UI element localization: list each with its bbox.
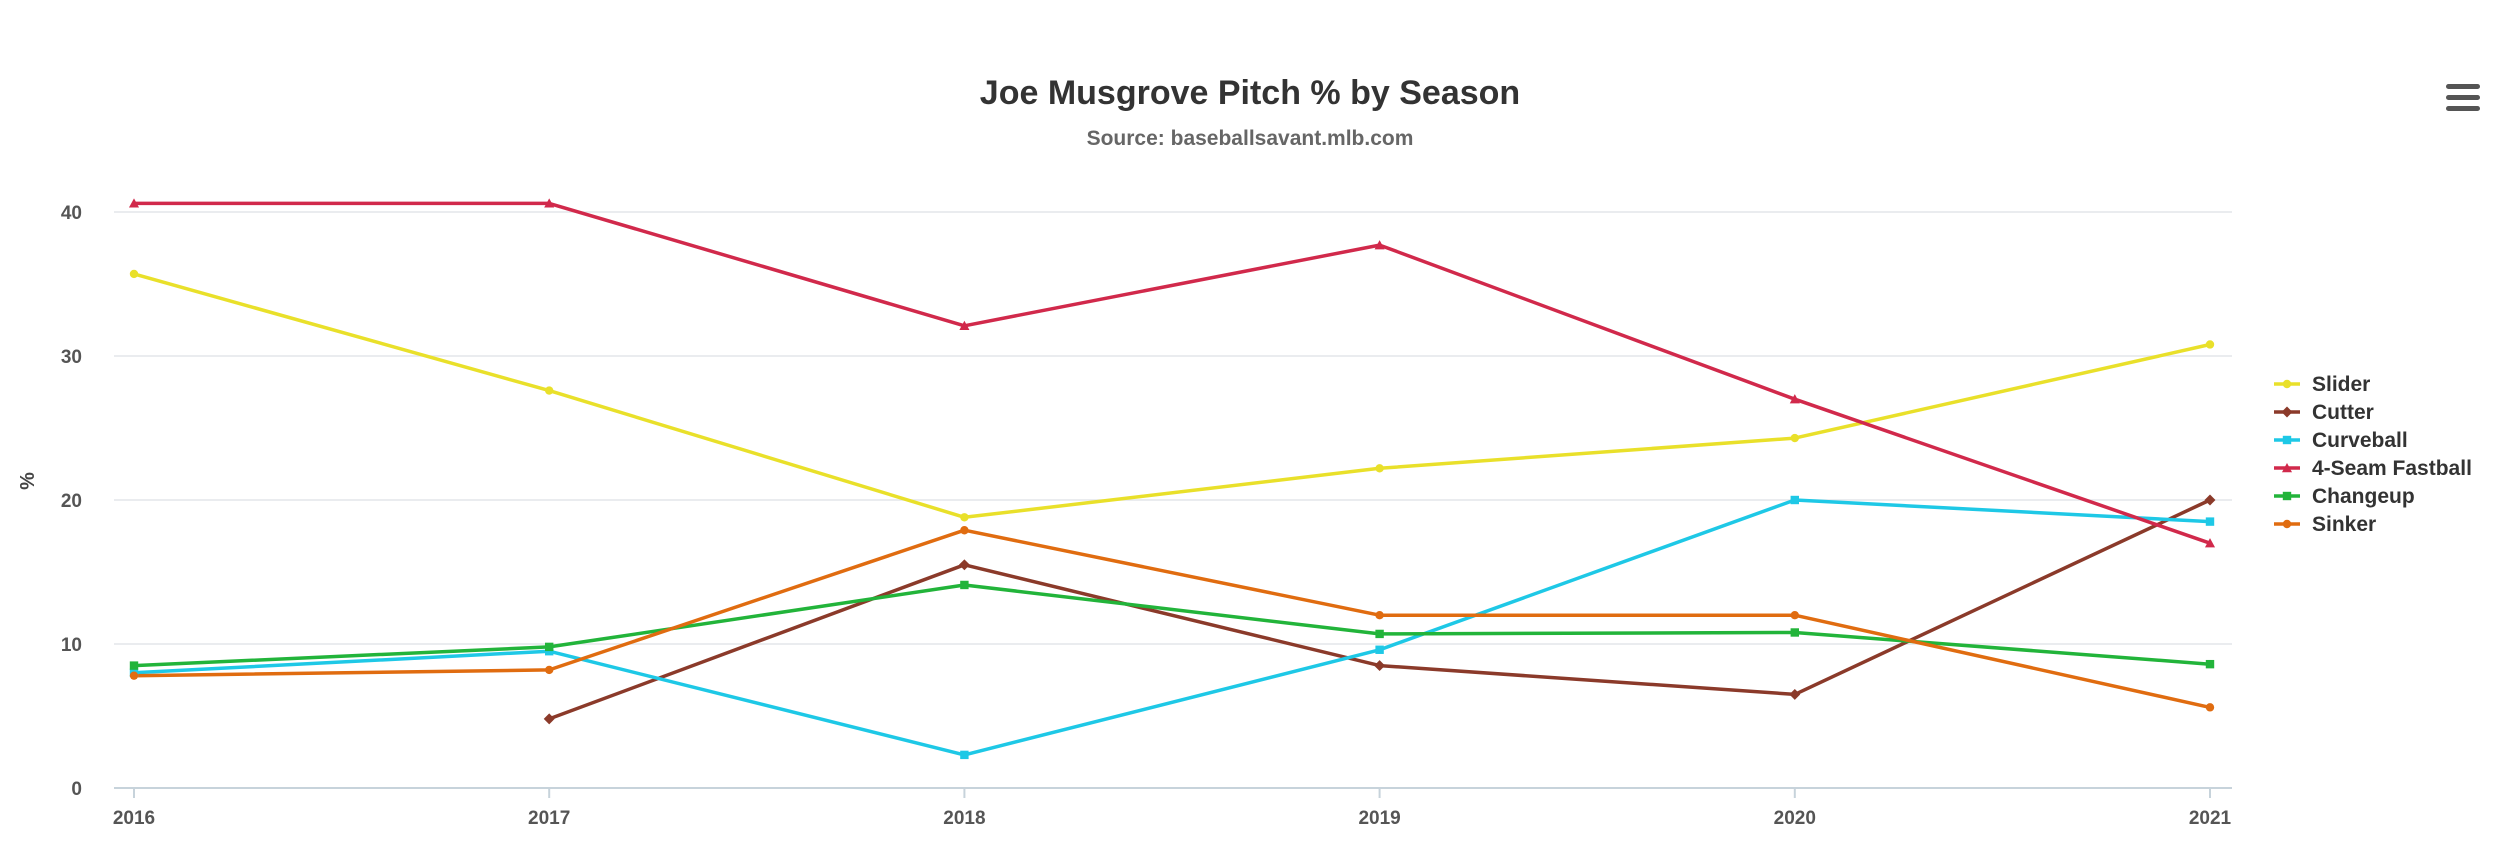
data-point-4-seam-fastball	[128, 198, 140, 208]
data-point-curveball	[960, 750, 969, 760]
legend-label: Cutter	[2312, 401, 2374, 424]
data-point-sinker	[545, 665, 554, 675]
legend-item-4-seam-fastball[interactable]: 4-Seam Fastball	[2274, 457, 2472, 480]
series-line-slider	[132, 272, 2212, 520]
data-point-slider	[960, 513, 969, 522]
series-line-curveball	[132, 498, 2212, 757]
legend-label: 4-Seam Fastball	[2312, 457, 2472, 480]
data-point-4-seam-fastball	[1374, 240, 1385, 250]
data-point-curveball	[1375, 645, 1384, 654]
data-point-changeup	[960, 580, 969, 590]
legend-swatch-marker	[2281, 406, 2293, 418]
series-markers	[128, 198, 2216, 760]
data-point-sinker	[2205, 703, 2215, 712]
data-point-slider	[1790, 433, 1800, 443]
data-point-changeup	[545, 642, 554, 652]
legend: Slider Cutter Curveball 4-Seam Fastball Chan…	[2274, 373, 2472, 536]
y-tick-label: 20	[61, 491, 82, 512]
series-line-changeup	[132, 583, 2212, 668]
legend-swatch-marker	[2282, 519, 2292, 529]
legend-label: Slider	[2312, 373, 2370, 396]
series-line-sinker	[132, 528, 2212, 710]
legend-item-cutter[interactable]: Cutter	[2274, 401, 2374, 424]
data-point-slider	[129, 269, 139, 279]
data-point-curveball	[1790, 495, 1799, 505]
data-point-changeup	[129, 661, 139, 670]
series-line-4-seam-fastball	[132, 201, 2212, 545]
y-tick-label: 30	[61, 347, 82, 368]
data-point-cutter	[2204, 494, 2216, 506]
legend-item-sinker[interactable]: Sinker	[2274, 513, 2376, 536]
chart-subtitle: Source: baseballsavant.mlb.com	[1087, 127, 1414, 150]
series-lines	[132, 201, 2212, 757]
y-axis-label: %	[17, 472, 39, 490]
data-point-cutter	[958, 559, 970, 571]
legend-swatch-marker	[2281, 462, 2293, 473]
legend-swatch-marker	[2282, 491, 2292, 501]
data-point-curveball	[545, 647, 554, 656]
legend-label: Sinker	[2312, 513, 2376, 536]
chart-title: Joe Musgrove Pitch % by Season	[980, 74, 1520, 112]
x-tick-label: 2021	[2189, 808, 2232, 829]
y-tick-label: 10	[61, 635, 82, 656]
data-point-curveball	[2205, 517, 2215, 526]
data-point-sinker	[1375, 611, 1384, 620]
legend-swatch-marker	[2282, 379, 2292, 389]
data-point-4-seam-fastball	[544, 198, 555, 208]
legend-label: Curveball	[2312, 429, 2408, 452]
data-point-slider	[545, 386, 554, 395]
y-tick-label: 0	[71, 779, 82, 800]
x-tick-label: 2019	[1358, 808, 1400, 829]
legend-item-changeup[interactable]: Changeup	[2274, 485, 2415, 508]
data-point-changeup	[1790, 628, 1799, 637]
data-point-sinker	[960, 526, 969, 535]
data-point-cutter	[1374, 660, 1386, 672]
y-tick-label: 40	[61, 203, 82, 224]
data-point-slider	[1375, 464, 1384, 473]
x-tick-label: 2016	[113, 808, 155, 829]
data-point-changeup	[1375, 629, 1384, 639]
grid-lines	[114, 211, 2232, 645]
legend-swatch-marker	[2282, 435, 2292, 445]
data-point-4-seam-fastball	[2204, 538, 2216, 548]
x-axis: 2016 2017 2018 2019 2020 2021	[113, 787, 2232, 829]
data-point-cutter	[1789, 688, 1801, 700]
legend-item-curveball[interactable]: Curveball	[2274, 429, 2408, 452]
data-point-slider	[2205, 340, 2215, 349]
legend-item-slider[interactable]: Slider	[2274, 373, 2370, 396]
x-tick-label: 2018	[943, 808, 985, 829]
data-point-changeup	[2205, 659, 2215, 669]
x-tick-label: 2017	[528, 808, 570, 829]
data-point-4-seam-fastball	[959, 320, 970, 330]
legend-label: Changeup	[2312, 485, 2415, 508]
data-point-sinker	[1790, 611, 1800, 620]
data-point-sinker	[129, 671, 139, 680]
chart-menu-button[interactable]	[2438, 76, 2486, 120]
x-tick-label: 2020	[1774, 808, 1816, 829]
data-point-4-seam-fastball	[1789, 394, 1800, 404]
y-axis-ticks: 0 10 20 30 40	[61, 203, 82, 800]
data-point-cutter	[543, 713, 555, 725]
hamburger-menu-icon	[2446, 84, 2480, 111]
